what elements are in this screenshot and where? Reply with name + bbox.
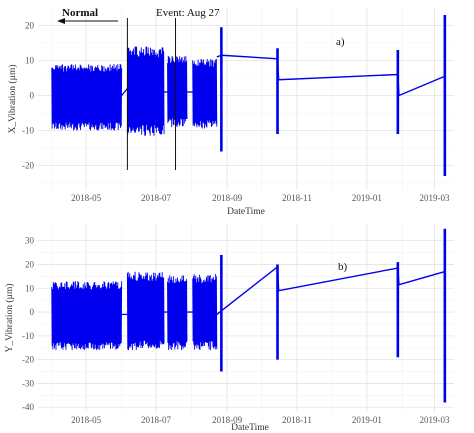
y-tick-label: -20 bbox=[22, 161, 34, 171]
y-tick-label: 10 bbox=[25, 283, 35, 293]
y-tick-label: -10 bbox=[22, 126, 34, 136]
y-tick-label: 0 bbox=[30, 91, 35, 101]
oscillation-band bbox=[167, 275, 188, 351]
y-tick-label: 0 bbox=[30, 307, 35, 317]
y-tick-labels: 20 10 0 -10 -20 bbox=[22, 21, 35, 171]
y-tick-label: 20 bbox=[25, 21, 35, 31]
y-tick-label: 30 bbox=[25, 236, 35, 246]
burst-spike bbox=[220, 254, 223, 372]
trend-line bbox=[216, 265, 446, 315]
y-tick-label: 20 bbox=[25, 259, 35, 269]
x-tick-label: 2018-09 bbox=[212, 415, 242, 425]
gap-connector bbox=[121, 88, 128, 96]
oscillation-band bbox=[126, 46, 165, 136]
burst-spike bbox=[396, 50, 400, 134]
panel-label: b) bbox=[338, 261, 348, 273]
y-tick-label: -10 bbox=[22, 331, 34, 341]
x-tick-labels: 2018-05 2018-07 2018-09 2018-11 2019-01 2019-… bbox=[71, 193, 450, 203]
x-axis-label: DateTime bbox=[227, 207, 265, 217]
x-tick-label: 2018-07 bbox=[141, 193, 171, 203]
panel-y-vibration: 2018-05 2018-07 2018-09 2018-11 2019-01 2019-… bbox=[4, 224, 454, 433]
x-tick-label: 2018-07 bbox=[141, 415, 171, 425]
series-marks bbox=[51, 228, 447, 403]
oscillation-band bbox=[192, 273, 218, 351]
oscillation-band bbox=[192, 58, 218, 129]
oscillation-band bbox=[167, 55, 188, 127]
grid-lines bbox=[38, 224, 454, 412]
y-tick-label: -40 bbox=[22, 402, 34, 412]
panel-label: a) bbox=[336, 36, 345, 48]
x-tick-label: 2019-01 bbox=[352, 415, 382, 425]
x-tick-label: 2018-11 bbox=[282, 193, 312, 203]
y-tick-labels: 30 20 10 0 -10 -20 -30 -40 bbox=[22, 236, 35, 413]
burst-spike bbox=[276, 48, 279, 134]
x-tick-label: 2019-01 bbox=[352, 193, 382, 203]
y-axis-label: Y_Vibration (µm) bbox=[4, 283, 15, 352]
oscillation-band bbox=[126, 271, 165, 351]
burst-spike bbox=[276, 264, 279, 360]
y-axis-label: X_Vibration (µm) bbox=[7, 64, 18, 133]
x-axis-label: DateTime bbox=[231, 423, 269, 433]
x-tick-label: 2018-11 bbox=[282, 415, 312, 425]
annotation-event: Event: Aug 27 bbox=[156, 7, 220, 19]
annotation-normal: Normal bbox=[62, 7, 98, 19]
oscillation-band bbox=[51, 63, 123, 131]
x-tick-label: 2019-03 bbox=[420, 415, 450, 425]
x-tick-label: 2019-03 bbox=[420, 193, 450, 203]
burst-spike bbox=[443, 228, 447, 403]
x-tick-label: 2018-09 bbox=[212, 193, 242, 203]
series-marks bbox=[51, 15, 447, 176]
y-tick-label: -30 bbox=[22, 378, 34, 388]
x-tick-label: 2018-05 bbox=[71, 193, 101, 203]
burst-spike bbox=[220, 27, 223, 152]
y-tick-label: 10 bbox=[25, 56, 35, 66]
x-tick-labels: 2018-05 2018-07 2018-09 2018-11 2019-01 2019-… bbox=[71, 415, 450, 425]
x-tick-label: 2018-05 bbox=[71, 415, 101, 425]
burst-spike bbox=[396, 262, 400, 358]
oscillation-band bbox=[51, 281, 123, 351]
y-tick-label: -20 bbox=[22, 355, 34, 365]
panel-x-vibration: 2018-05 2018-07 2018-09 2018-11 2019-01 2019-… bbox=[7, 7, 454, 217]
normal-arrow-head bbox=[57, 18, 65, 24]
burst-spike bbox=[443, 15, 447, 176]
